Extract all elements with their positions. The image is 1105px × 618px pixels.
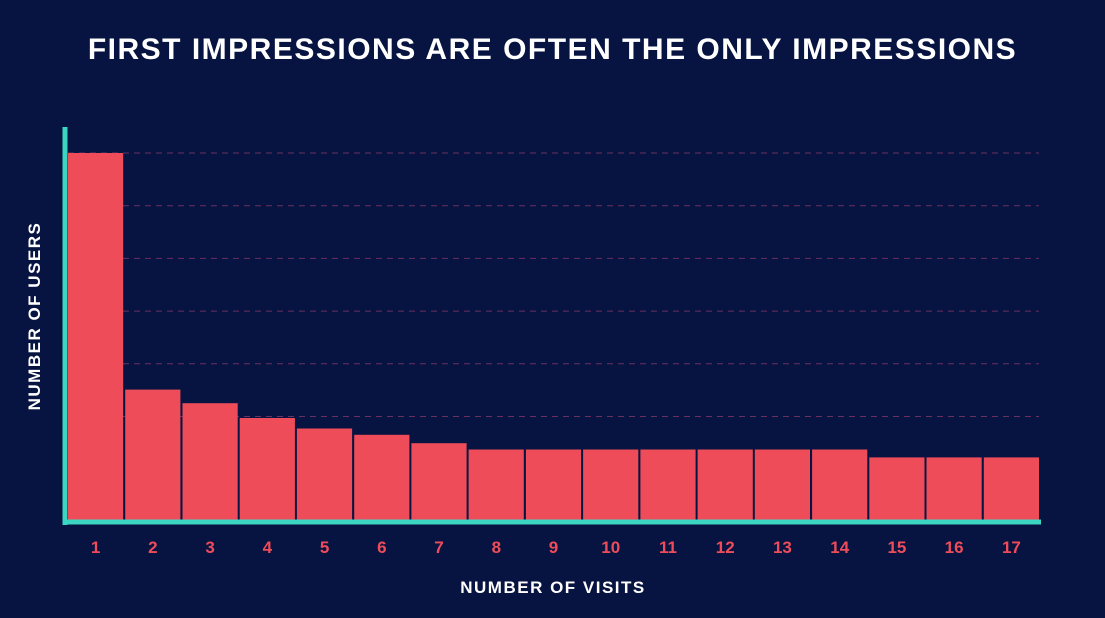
bar-11 bbox=[640, 449, 696, 521]
bar-6 bbox=[354, 434, 410, 521]
bar-17 bbox=[983, 457, 1039, 521]
bar-2 bbox=[125, 389, 181, 521]
x-axis-label: NUMBER OF VISITS bbox=[460, 578, 646, 597]
gridlines bbox=[68, 152, 1039, 417]
x-tick-label-9: 9 bbox=[549, 538, 558, 557]
bar-4 bbox=[239, 418, 295, 521]
bar-14 bbox=[812, 449, 868, 521]
x-tick-label-12: 12 bbox=[716, 538, 735, 557]
bars bbox=[68, 153, 1039, 521]
bar-7 bbox=[411, 443, 467, 521]
x-tick-label-16: 16 bbox=[945, 538, 964, 557]
x-tick-label-14: 14 bbox=[830, 538, 849, 557]
x-tick-label-15: 15 bbox=[887, 538, 906, 557]
x-tick-label-10: 10 bbox=[601, 538, 620, 557]
x-tick-labels: 1 2 3 4 5 6 7 8 9 10 11 12 13 14 15 16 17 bbox=[91, 538, 1021, 557]
x-tick-label-6: 6 bbox=[377, 538, 386, 557]
bar-15 bbox=[869, 457, 925, 521]
x-tick-label-1: 1 bbox=[91, 538, 100, 557]
bar-16 bbox=[926, 457, 982, 521]
bar-5 bbox=[296, 428, 353, 521]
bar-12 bbox=[697, 449, 753, 521]
x-tick-label-5: 5 bbox=[320, 538, 329, 557]
bar-1 bbox=[68, 153, 124, 521]
x-tick-label-4: 4 bbox=[263, 538, 273, 557]
bar-10 bbox=[583, 449, 639, 521]
x-tick-label-13: 13 bbox=[773, 538, 792, 557]
x-tick-label-11: 11 bbox=[659, 538, 677, 557]
x-tick-label-17: 17 bbox=[1002, 538, 1021, 557]
bar-3 bbox=[182, 403, 238, 521]
x-tick-label-3: 3 bbox=[205, 538, 214, 557]
chart-title: FIRST IMPRESSIONS ARE OFTEN THE ONLY IMP… bbox=[87, 33, 1018, 66]
bar-13 bbox=[754, 449, 810, 521]
bar-8 bbox=[468, 449, 524, 521]
x-tick-label-2: 2 bbox=[148, 538, 157, 557]
bar-9 bbox=[525, 449, 582, 521]
x-tick-label-7: 7 bbox=[434, 538, 443, 557]
x-tick-label-8: 8 bbox=[492, 538, 501, 557]
